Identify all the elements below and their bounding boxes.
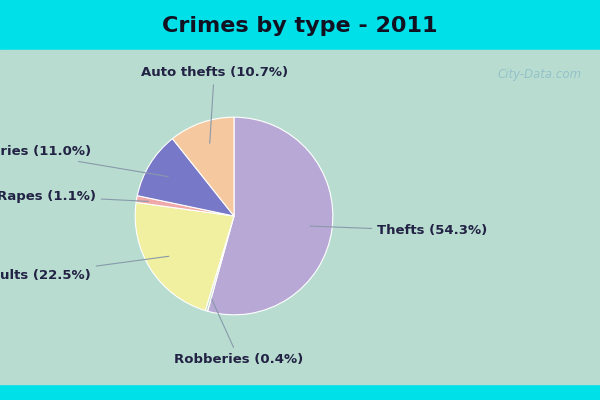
Bar [0,384,600,400]
Wedge shape [136,196,234,216]
Text: City-Data.com: City-Data.com [498,68,582,81]
Bar [0,50,600,384]
Text: Robberies (0.4%): Robberies (0.4%) [175,299,304,366]
Wedge shape [172,117,234,216]
Text: Assaults (22.5%): Assaults (22.5%) [0,256,169,282]
Bar [0,0,600,50]
Text: Crimes by type - 2011: Crimes by type - 2011 [162,16,438,36]
Text: Burglaries (11.0%): Burglaries (11.0%) [0,145,168,177]
Wedge shape [137,139,234,216]
Wedge shape [208,117,333,315]
Text: Thefts (54.3%): Thefts (54.3%) [310,224,488,237]
Wedge shape [135,202,234,310]
Wedge shape [205,216,234,311]
Text: Rapes (1.1%): Rapes (1.1%) [0,190,148,203]
Text: Auto thefts (10.7%): Auto thefts (10.7%) [140,66,288,143]
